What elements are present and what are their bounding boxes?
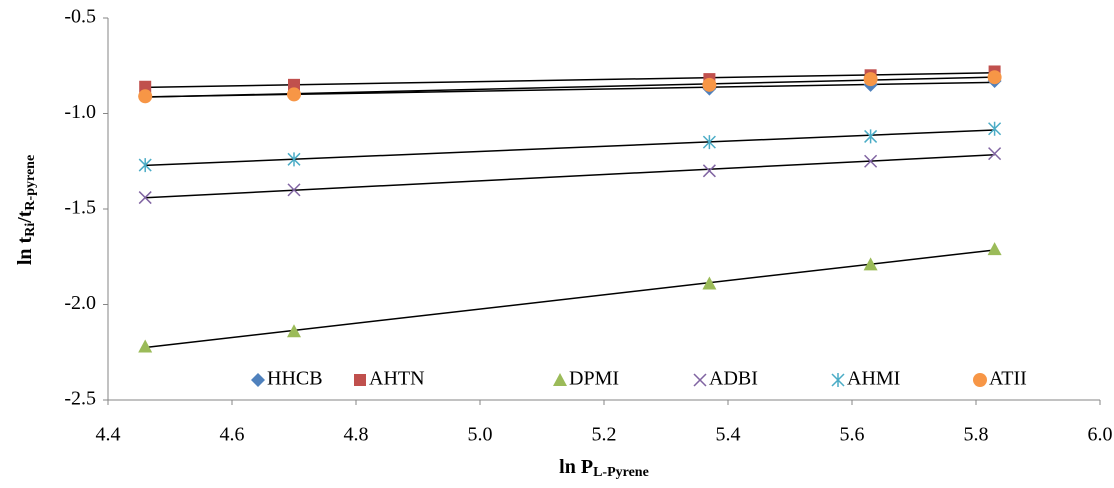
legend-label: AHMI	[847, 368, 900, 390]
point	[287, 324, 301, 338]
y-label-sub: Ri	[23, 223, 38, 237]
x-tick-label: 6.0	[1088, 424, 1113, 446]
point	[864, 154, 878, 168]
point	[988, 147, 1002, 161]
point	[987, 242, 1002, 256]
legend-marker	[973, 373, 987, 387]
point	[287, 87, 301, 102]
legend-label: AHTN	[369, 368, 425, 390]
trend-line	[145, 72, 995, 89]
point	[863, 257, 878, 271]
x-tick-label: 4.8	[344, 424, 369, 446]
point	[287, 152, 301, 167]
legend-label: HHCB	[267, 368, 323, 390]
legend-marker	[831, 373, 845, 387]
y-tick-label: -1.0	[64, 101, 96, 123]
point	[138, 339, 153, 353]
x-axis-title: ln PL-Pyrene	[559, 456, 649, 481]
point	[138, 191, 152, 205]
point	[138, 89, 153, 104]
x-tick-label: 4.6	[220, 424, 245, 446]
x-tick-label: 5.8	[964, 424, 989, 446]
y-tick-label: -2.0	[64, 292, 96, 314]
point	[288, 78, 300, 91]
legend-label: ADBI	[709, 368, 758, 390]
x-tick-label: 5.2	[592, 424, 617, 446]
point	[139, 80, 152, 93]
legend-label: ATII	[989, 368, 1027, 390]
trend-line	[145, 154, 995, 199]
x-tick-label: 5.0	[468, 424, 493, 446]
point	[863, 72, 878, 87]
x-label-part: ln P	[559, 456, 593, 478]
point	[138, 158, 152, 173]
y-tick-label: -1.5	[64, 197, 96, 219]
y-axis-title: ln tRi/tR-pyrene	[14, 155, 39, 265]
y-tick-label: -0.5	[64, 6, 96, 28]
trend-line	[145, 129, 995, 167]
x-tick-label: 5.4	[716, 424, 741, 446]
legend-marker	[553, 373, 567, 386]
legend-marker	[354, 374, 366, 386]
point	[702, 276, 717, 290]
legend-marker	[251, 373, 265, 387]
point	[987, 70, 1002, 85]
trend-line	[145, 76, 995, 98]
y-label-sub: R-pyrene	[23, 155, 38, 211]
trend-line	[145, 249, 995, 349]
y-tick-label: -2.5	[64, 388, 96, 410]
x-label-sub: L-Pyrene	[593, 465, 649, 480]
point	[702, 164, 716, 178]
legend-marker	[693, 373, 707, 387]
y-label-part: ln t	[14, 236, 36, 265]
point	[864, 129, 878, 144]
y-label-part: /t	[14, 210, 36, 224]
legend-label: DPMI	[569, 368, 619, 390]
point	[988, 121, 1002, 136]
point	[287, 183, 301, 197]
point	[702, 77, 717, 92]
x-tick-label: 5.6	[840, 424, 865, 446]
x-tick-label: 4.4	[96, 424, 121, 446]
point	[702, 135, 716, 150]
